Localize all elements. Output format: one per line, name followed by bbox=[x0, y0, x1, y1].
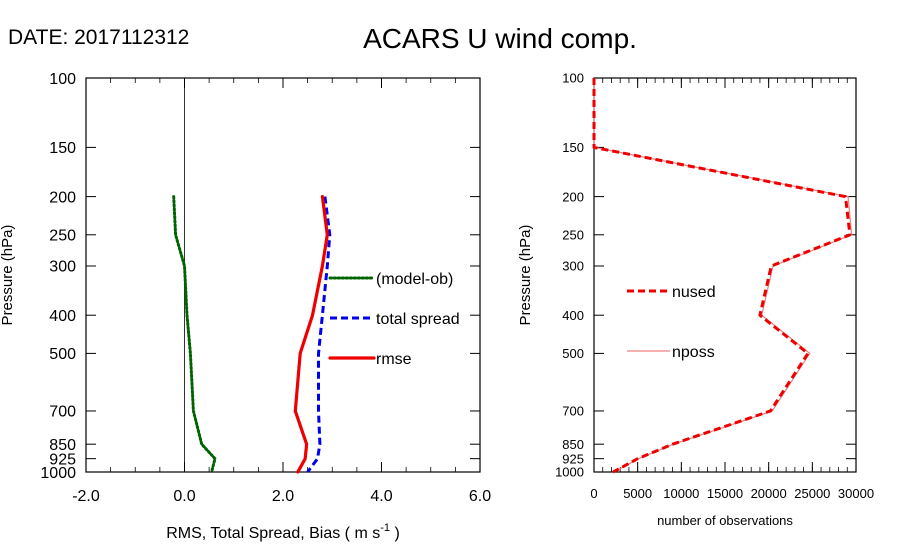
y-tick-label: 400 bbox=[49, 308, 76, 325]
x-tick-label: 15000 bbox=[707, 486, 743, 501]
x-tick-label: 6.0 bbox=[469, 488, 491, 505]
legend-label: (model-ob) bbox=[376, 271, 453, 288]
y-tick-label: 250 bbox=[49, 228, 76, 245]
y-tick-label: 100 bbox=[562, 71, 584, 86]
y-tick-label: 150 bbox=[49, 140, 76, 157]
x-tick-label: 25000 bbox=[794, 486, 830, 501]
y-tick-label: 700 bbox=[49, 404, 76, 421]
x-tick-label: -2.0 bbox=[72, 488, 100, 505]
y-tick-label: 200 bbox=[562, 189, 584, 204]
left-x-axis-label: RMS, Total Spread, Bias ( m s-1 ) bbox=[166, 522, 400, 542]
series-line-nposs bbox=[593, 78, 853, 473]
y-tick-label: 1000 bbox=[555, 465, 584, 480]
date-label: DATE: 2017112312 bbox=[8, 26, 189, 49]
right-x-axis-label: number of observations bbox=[657, 513, 793, 528]
legend-label: nposs bbox=[672, 344, 715, 361]
y-tick-label: 700 bbox=[562, 404, 584, 419]
legend-label: total spread bbox=[376, 311, 460, 328]
y-tick-label: 100 bbox=[49, 71, 76, 88]
y-tick-label: 925 bbox=[562, 451, 584, 466]
x-tick-label: 0 bbox=[590, 486, 597, 501]
left-y-axis-label: Pressure (hPa) bbox=[0, 225, 16, 326]
x-tick-label: 30000 bbox=[838, 486, 874, 501]
y-tick-label: 300 bbox=[562, 259, 584, 274]
chart-title: ACARS U wind comp. bbox=[363, 23, 637, 54]
y-tick-label: 200 bbox=[49, 189, 76, 206]
legend-label: rmse bbox=[376, 351, 412, 368]
x-tick-label: 20000 bbox=[751, 486, 787, 501]
series-line-nused bbox=[592, 78, 852, 474]
y-tick-label: 850 bbox=[49, 437, 76, 454]
series-line-rmse bbox=[293, 195, 329, 474]
y-tick-label: 925 bbox=[49, 451, 76, 468]
series-line-total-spread bbox=[306, 196, 332, 473]
series-line-model-ob bbox=[172, 195, 217, 474]
y-tick-label: 400 bbox=[562, 308, 584, 323]
right-y-axis-label: Pressure (hPa) bbox=[517, 225, 534, 326]
y-tick-label: 300 bbox=[49, 259, 76, 276]
x-tick-label: 5000 bbox=[623, 486, 652, 501]
y-tick-label: 150 bbox=[562, 140, 584, 155]
y-tick-label: 850 bbox=[562, 437, 584, 452]
y-tick-label: 250 bbox=[562, 227, 584, 242]
legend-label: nused bbox=[672, 284, 716, 301]
x-tick-label: 2.0 bbox=[272, 488, 294, 505]
y-tick-label: 500 bbox=[562, 346, 584, 361]
x-tick-label: 10000 bbox=[663, 486, 699, 501]
right-plot-frame bbox=[593, 77, 857, 473]
x-tick-label: 0.0 bbox=[173, 488, 195, 505]
y-tick-label: 500 bbox=[49, 346, 76, 363]
x-tick-label: 4.0 bbox=[370, 488, 392, 505]
y-tick-label: 1000 bbox=[40, 465, 76, 482]
